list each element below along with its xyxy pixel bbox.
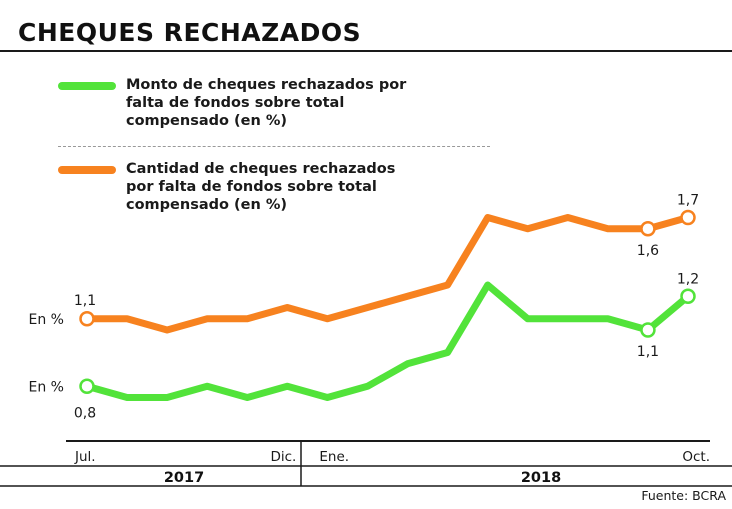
- data-point-marker: [79, 311, 95, 327]
- data-label: 1,1: [637, 344, 659, 360]
- data-point-marker: [640, 322, 656, 338]
- data-label: 1,2: [677, 271, 699, 287]
- data-label: 1,7: [677, 193, 699, 209]
- legend-separator: [58, 146, 490, 147]
- legend-item-cantidad: Cantidad de cheques rechazados por falta…: [58, 160, 426, 214]
- x-tick-label: Jul.: [74, 449, 96, 465]
- data-label: 1,1: [74, 293, 96, 309]
- data-point-marker: [640, 221, 656, 237]
- data-point-marker: [680, 209, 696, 226]
- unit-label: En %: [29, 312, 64, 328]
- title-underline: [0, 50, 732, 52]
- legend-item-monto: Monto de cheques rechazados por falta de…: [58, 76, 426, 130]
- series-line-1: [83, 214, 692, 334]
- chart-title: CHEQUES RECHAZADOS: [18, 18, 362, 47]
- source-note: Fuente: BCRA: [641, 488, 726, 503]
- legend-label-cantidad: Cantidad de cheques rechazados por falta…: [126, 161, 396, 213]
- x-tick-label: Ene.: [319, 449, 349, 465]
- x-tick-label: Dic.: [270, 449, 296, 465]
- x-tick-label: Oct.: [682, 449, 710, 465]
- legend-label-monto: Monto de cheques rechazados por falta de…: [126, 77, 407, 129]
- data-label: 1,6: [637, 243, 659, 259]
- data-label: 0,8: [74, 405, 96, 421]
- legend-swatch-monto: [58, 82, 116, 90]
- series-line-0: [83, 281, 692, 401]
- data-point-marker: [79, 378, 95, 394]
- data-point-marker: [680, 288, 696, 304]
- legend-swatch-cantidad: [58, 166, 116, 174]
- unit-label: En %: [29, 379, 64, 395]
- year-label: 2017: [164, 470, 204, 486]
- year-label: 2018: [521, 470, 561, 486]
